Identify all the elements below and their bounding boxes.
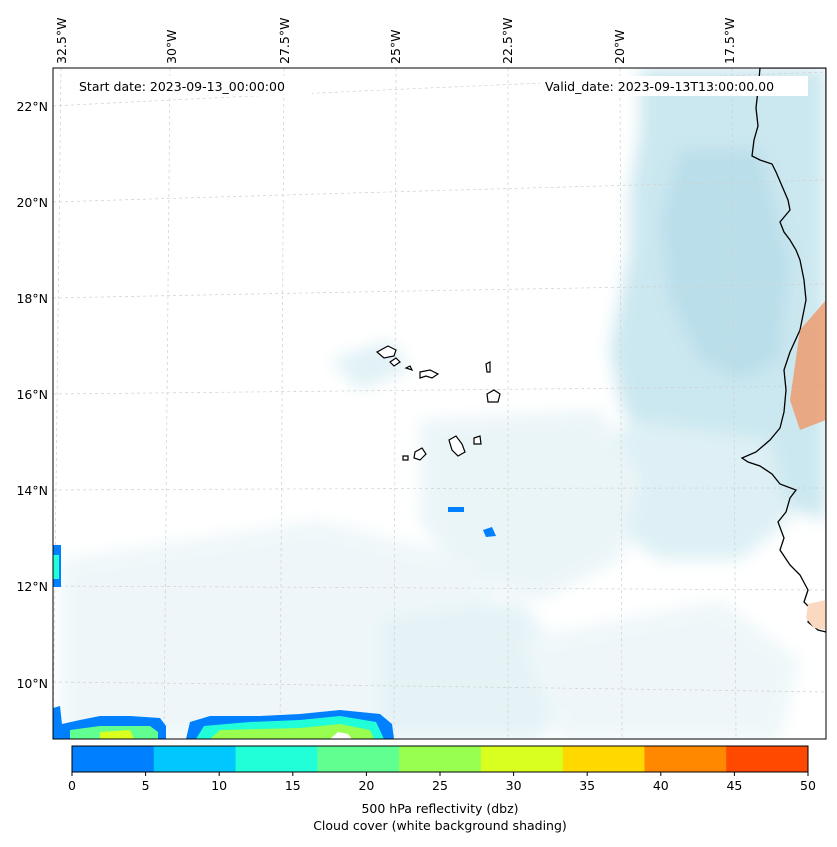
colorbar-segment <box>72 746 155 772</box>
colorbar: 0 5 10 15 20 25 30 35 40 45 50 <box>68 745 816 793</box>
lat-label: 16°N <box>16 387 48 402</box>
reflectivity-echoes <box>53 507 496 739</box>
colorbar-segment <box>726 746 809 772</box>
cloud-cover-shading <box>60 68 826 739</box>
colorbar-label-line1: 500 hPa reflectivity (dbz) <box>361 801 518 816</box>
colorbar-tick-label: 40 <box>653 778 669 793</box>
lon-label: 27.5°W <box>277 18 292 64</box>
graticule <box>53 68 826 739</box>
colorbar-tick-label: 25 <box>432 778 448 793</box>
colorbar-tick-label: 15 <box>285 778 301 793</box>
land-bissau-coast <box>806 600 826 630</box>
echo-small-2 <box>483 527 496 537</box>
lat-label: 20°N <box>16 195 48 210</box>
map-border <box>52 67 827 740</box>
echo-west-edge-core <box>53 555 59 579</box>
echo-south-central-core <box>210 724 374 739</box>
colorbar-segment <box>317 746 400 772</box>
lon-label: 17.5°W <box>722 18 737 64</box>
start-date-label: Start date: 2023-09-13_00:00:00 <box>79 79 285 94</box>
land-africa <box>740 68 826 633</box>
lon-label: 20°W <box>612 29 627 64</box>
lon-label: 25°W <box>388 29 403 64</box>
longitude-labels: 32.5°W 30°W 27.5°W 25°W 22.5°W 20°W 17.5… <box>54 18 737 64</box>
lon-label: 32.5°W <box>54 18 69 64</box>
lat-label: 10°N <box>16 676 48 691</box>
colorbar-segment <box>153 746 237 772</box>
colorbar-segment <box>562 746 645 772</box>
colorbar-tick-label: 5 <box>142 778 150 793</box>
lon-label: 22.5°W <box>500 18 515 64</box>
colorbar-tick-label: 0 <box>68 778 76 793</box>
lat-label: 22°N <box>16 99 48 114</box>
colorbar-tick-label: 50 <box>800 778 816 793</box>
colorbar-tick-label: 10 <box>211 778 227 793</box>
map-content <box>53 68 826 739</box>
echo-south-west-inner <box>100 730 134 739</box>
echo-south-gap <box>330 732 352 739</box>
colorbar-tick-label: 35 <box>579 778 595 793</box>
colorbar-tick-label: 45 <box>726 778 742 793</box>
cape-verde-islands <box>375 345 501 461</box>
lat-label: 12°N <box>16 579 48 594</box>
lat-label: 14°N <box>16 483 48 498</box>
lat-label: 18°N <box>16 291 48 306</box>
colorbar-tick-label: 30 <box>506 778 522 793</box>
colorbar-segment <box>399 746 482 772</box>
valid-date-label: Valid_date: 2023-09-13T13:00:00.00 <box>545 79 774 94</box>
colorbar-tick-label: 20 <box>358 778 374 793</box>
colorbar-segment <box>480 746 564 772</box>
echo-small-1 <box>448 507 464 512</box>
colorbar-label-line2: Cloud cover (white background shading) <box>313 818 567 833</box>
colorbar-segment <box>644 746 727 772</box>
latitude-labels: 22°N 20°N 18°N 16°N 14°N 12°N 10°N <box>16 99 48 691</box>
land-africa-inland <box>790 300 826 430</box>
colorbar-segment <box>235 746 318 772</box>
lon-label: 30°W <box>164 29 179 64</box>
